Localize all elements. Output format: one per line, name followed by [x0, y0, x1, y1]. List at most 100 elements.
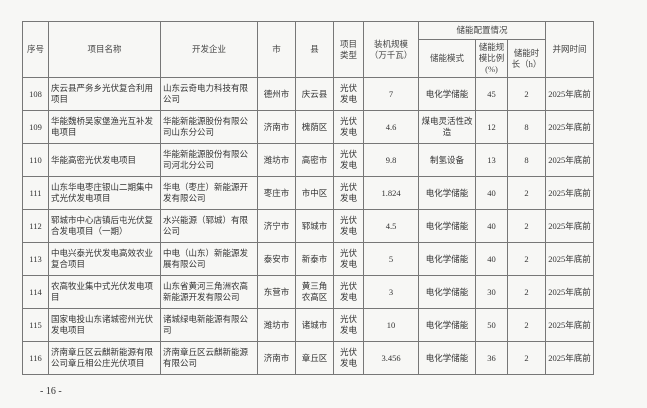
table-cell: 诸城市 [295, 308, 334, 342]
table-cell: 电化学储能 [418, 176, 476, 210]
table-cell: 济南章丘区云麒新能源有限公司章丘相公庄光伏项目 [48, 341, 161, 375]
table-cell: 10 [363, 308, 419, 342]
header-cell: 并网时间 [545, 21, 594, 78]
table-cell: 30 [475, 275, 508, 309]
table-cell: 光伏发电 [333, 341, 364, 375]
table-cell: 山东华电枣庄银山二期集中式光伏发电项目 [48, 176, 161, 210]
table-cell: 115 [22, 308, 49, 342]
table-cell: 1.824 [363, 176, 419, 210]
table-row: 109 华能魏桥吴家堡渔光互补发电项目 华能新能源股份有限公司山东分公司 济南市 槐荫区… [22, 110, 594, 144]
table-cell: 农高牧业集中式光伏发电项目 [48, 275, 161, 309]
table-cell: 2025年底前 [545, 110, 594, 144]
table-cell: 东营市 [257, 275, 296, 309]
table-cell: 光伏发电 [333, 308, 364, 342]
table-cell: 111 [22, 176, 49, 210]
table-cell: 40 [475, 176, 508, 210]
header-row: 序号 项目名称 开发企业 市 县 项目类型 装机规模（万千瓦） 储能配置情况 并… [22, 21, 594, 78]
table-row: 116 济南章丘区云麒新能源有限公司章丘相公庄光伏项目 济南章丘区云麒新能源有限公司… [22, 341, 594, 375]
header-cell: 项目类型 [333, 21, 364, 78]
table-cell: 枣庄市 [257, 176, 296, 210]
table-cell: 2025年底前 [545, 308, 594, 342]
table-cell: 光伏发电 [333, 110, 364, 144]
table-cell: 50 [475, 308, 508, 342]
table-cell: 9.8 [363, 143, 419, 177]
table-row: 111 山东华电枣庄银山二期集中式光伏发电项目 华电（枣庄）新能源开发有限公司 枣庄市… [22, 176, 594, 210]
table-header: 序号 项目名称 开发企业 市 县 项目类型 装机规模（万千瓦） 储能配置情况 并… [22, 21, 594, 78]
table-cell: 山东云奇电力科技有限公司 [160, 77, 258, 111]
page-number: - 16 - [40, 386, 62, 397]
table-row: 108 庆云县严务乡光伏复合利用项目 山东云奇电力科技有限公司 德州市 庆云县 光伏发电 7… [22, 77, 594, 111]
table-cell: 电化学储能 [418, 275, 476, 309]
table-cell: 2025年底前 [545, 209, 594, 243]
header-cell: 市 [257, 21, 296, 78]
sub-header-cell: 储能时长（h） [507, 39, 546, 78]
table-cell: 3.456 [363, 341, 419, 375]
table-cell: 113 [22, 242, 49, 276]
table-cell: 5 [363, 242, 419, 276]
table-cell: 市中区 [295, 176, 334, 210]
table-cell: 2 [507, 209, 546, 243]
header-cell: 县 [295, 21, 334, 78]
table-cell: 8 [507, 143, 546, 177]
table-cell: 2025年底前 [545, 341, 594, 375]
table-cell: 电化学储能 [418, 308, 476, 342]
table-cell: 庆云县 [295, 77, 334, 111]
table-cell: 煤电灵活性改造 [418, 110, 476, 144]
table-cell: 德州市 [257, 77, 296, 111]
table-cell: 光伏发电 [333, 242, 364, 276]
table-cell: 36 [475, 341, 508, 375]
table-cell: 110 [22, 143, 49, 177]
header-cell: 项目名称 [48, 21, 161, 78]
table-cell: 济南市 [257, 341, 296, 375]
table-cell: 光伏发电 [333, 176, 364, 210]
table-cell: 光伏发电 [333, 209, 364, 243]
table-cell: 电化学储能 [418, 341, 476, 375]
table-cell: 光伏发电 [333, 143, 364, 177]
table-body: 108 庆云县严务乡光伏复合利用项目 山东云奇电力科技有限公司 德州市 庆云县 光伏发电 7… [22, 77, 594, 375]
table-cell: 济宁市 [257, 209, 296, 243]
table-cell: 112 [22, 209, 49, 243]
table-cell: 40 [475, 209, 508, 243]
table-cell: 新泰市 [295, 242, 334, 276]
table-cell: 电化学储能 [418, 209, 476, 243]
table-cell: 2 [507, 275, 546, 309]
table-cell: 山东省黄河三角洲农高新能源开发有限公司 [160, 275, 258, 309]
table-cell: 109 [22, 110, 49, 144]
table-cell: 章丘区 [295, 341, 334, 375]
table-cell: 2 [507, 341, 546, 375]
table-cell: 3 [363, 275, 419, 309]
table-cell: 8 [507, 110, 546, 144]
table-row: 115 国家电投山东诸城密州光伏发电项目 诸城绿电新能源有限公司 潍坊市 诸城市 光伏发电… [22, 308, 594, 342]
header-cell: 开发企业 [160, 21, 258, 78]
table-cell: 高密市 [295, 143, 334, 177]
table-cell: 水兴能源（郓城）有限公司 [160, 209, 258, 243]
header-row: 储能模式 储能规模比例(%) 储能时长（h） [23, 39, 594, 78]
table-cell: 电化学储能 [418, 77, 476, 111]
table-cell: 华电（枣庄）新能源开发有限公司 [160, 176, 258, 210]
header-cell: 装机规模（万千瓦） [363, 21, 419, 78]
table-row: 114 农高牧业集中式光伏发电项目 山东省黄河三角洲农高新能源开发有限公司 东营市 黄三… [22, 275, 594, 309]
header-cell: 序号 [22, 21, 49, 78]
table-cell: 116 [22, 341, 49, 375]
table-cell: 制氢设备 [418, 143, 476, 177]
table-cell: 诸城绿电新能源有限公司 [160, 308, 258, 342]
sub-header-cell: 储能规模比例(%) [475, 39, 508, 78]
table-cell: 4.6 [363, 110, 419, 144]
group-header-cell: 储能配置情况 [418, 21, 546, 40]
table-cell: 光伏发电 [333, 77, 364, 111]
project-table: 序号 项目名称 开发企业 市 县 项目类型 装机规模（万千瓦） 储能配置情况 并… [22, 21, 594, 375]
table-cell: 黄三角农高区 [295, 275, 334, 309]
table-cell: 4.5 [363, 209, 419, 243]
table-cell: 郓城市 [295, 209, 334, 243]
table-cell: 潍坊市 [257, 143, 296, 177]
table-cell: 12 [475, 110, 508, 144]
table-cell: 2 [507, 77, 546, 111]
sub-header-cell: 储能模式 [418, 39, 476, 78]
table-cell: 华能魏桥吴家堡渔光互补发电项目 [48, 110, 161, 144]
table-cell: 华能高密光伏发电项目 [48, 143, 161, 177]
table-cell: 中电（山东）新能源发展有限公司 [160, 242, 258, 276]
table-cell: 114 [22, 275, 49, 309]
table-cell: 泰安市 [257, 242, 296, 276]
table-cell: 国家电投山东诸城密州光伏发电项目 [48, 308, 161, 342]
